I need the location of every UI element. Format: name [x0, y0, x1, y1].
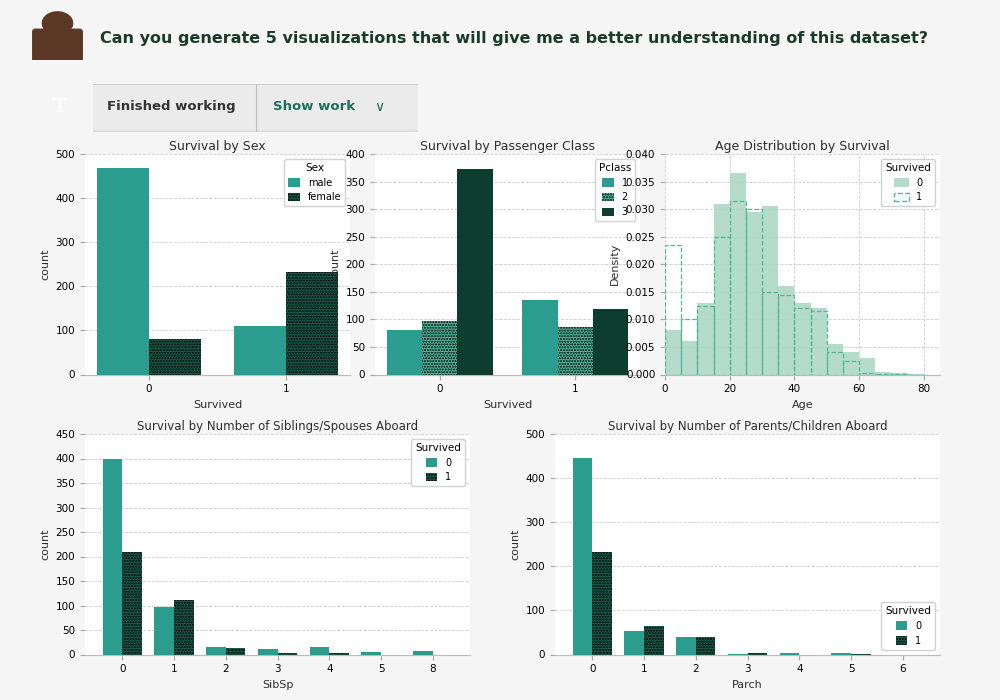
Legend: 1, 2, 3: 1, 2, 3 — [595, 159, 635, 221]
Bar — [572, 458, 592, 654]
Bar — [310, 647, 329, 655]
Bar — [329, 653, 349, 654]
Title: Survival by Passenger Class: Survival by Passenger Class — [420, 140, 595, 153]
Bar — [644, 626, 664, 655]
X-axis label: Parch: Parch — [732, 680, 763, 689]
Legend: male, female: male, female — [284, 159, 345, 206]
Text: ∨: ∨ — [374, 100, 384, 114]
Ellipse shape — [42, 12, 73, 34]
Bar — [593, 309, 628, 374]
FancyBboxPatch shape — [83, 85, 428, 131]
Bar — [827, 353, 843, 375]
Bar — [714, 204, 730, 374]
Bar — [746, 209, 762, 374]
Text: T: T — [52, 98, 66, 116]
Y-axis label: count: count — [40, 528, 50, 560]
Bar — [278, 652, 297, 655]
Bar — [387, 330, 422, 374]
Bar — [827, 344, 843, 374]
Bar — [762, 292, 778, 374]
Bar — [286, 272, 338, 375]
Bar — [875, 372, 891, 375]
Y-axis label: count: count — [330, 248, 340, 280]
Bar — [676, 637, 696, 654]
Bar — [558, 326, 593, 375]
Bar — [843, 360, 859, 374]
Bar — [122, 552, 142, 655]
Bar — [780, 652, 799, 655]
Bar — [422, 321, 457, 374]
Bar — [592, 552, 612, 654]
Bar — [778, 286, 794, 374]
Bar — [413, 651, 433, 654]
X-axis label: Age: Age — [792, 400, 813, 410]
X-axis label: SibSp: SibSp — [262, 680, 293, 689]
Bar — [794, 308, 811, 374]
Bar — [859, 358, 875, 374]
Bar — [697, 306, 714, 374]
Bar — [859, 373, 875, 374]
Bar — [665, 330, 681, 374]
Bar — [697, 303, 714, 375]
Bar — [794, 303, 811, 375]
Bar — [97, 168, 149, 374]
Bar — [831, 652, 851, 655]
Title: Survival by Number of Siblings/Spouses Aboard: Survival by Number of Siblings/Spouses A… — [137, 420, 418, 433]
Bar — [728, 654, 748, 655]
X-axis label: Survived: Survived — [193, 400, 242, 410]
Y-axis label: Density: Density — [610, 243, 620, 286]
Bar — [361, 652, 381, 655]
Bar — [891, 373, 908, 374]
Legend: 0, 1: 0, 1 — [881, 159, 935, 206]
Bar — [811, 311, 827, 374]
Bar — [681, 342, 697, 374]
Bar — [811, 308, 827, 374]
Bar — [843, 353, 859, 375]
Y-axis label: count: count — [510, 528, 520, 560]
Bar — [624, 631, 644, 654]
Bar — [714, 237, 730, 374]
Bar — [206, 647, 226, 655]
Legend: 0, 1: 0, 1 — [881, 602, 935, 650]
Legend: 0, 1: 0, 1 — [411, 439, 465, 486]
Bar — [762, 206, 778, 374]
Bar — [174, 600, 194, 654]
Bar — [234, 326, 286, 375]
FancyBboxPatch shape — [33, 29, 82, 62]
Bar — [730, 174, 746, 374]
Bar — [665, 245, 681, 374]
Bar — [258, 649, 278, 654]
Text: Finished working: Finished working — [107, 100, 235, 113]
Bar — [226, 648, 245, 654]
Bar — [457, 169, 493, 374]
Bar — [748, 653, 767, 654]
Bar — [522, 300, 558, 374]
Bar — [778, 295, 794, 374]
X-axis label: Survived: Survived — [483, 400, 532, 410]
Title: Age Distribution by Survival: Age Distribution by Survival — [715, 140, 890, 153]
Bar — [681, 319, 697, 374]
Bar — [154, 607, 174, 654]
Title: Survival by Number of Parents/Children Aboard: Survival by Number of Parents/Children A… — [608, 420, 887, 433]
Text: Can you generate 5 visualizations that will give me a better understanding of th: Can you generate 5 visualizations that w… — [100, 31, 928, 46]
Title: Survival by Sex: Survival by Sex — [169, 140, 266, 153]
Bar — [746, 212, 762, 374]
Text: Show work: Show work — [273, 100, 355, 113]
Bar — [730, 201, 746, 374]
Y-axis label: count: count — [40, 248, 50, 280]
Bar — [103, 459, 122, 654]
Bar — [149, 339, 201, 375]
Bar — [696, 637, 715, 654]
